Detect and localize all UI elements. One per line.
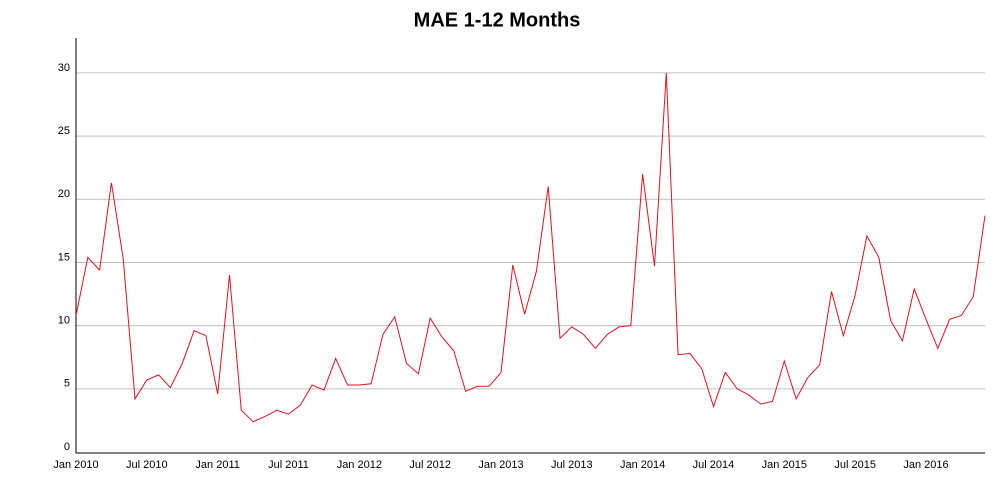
chart-title: MAE 1-12 Months	[414, 9, 581, 31]
x-tick-label: Jul 2015	[834, 459, 876, 471]
y-tick-label: 5	[64, 378, 70, 390]
x-tick-label: Jan 2016	[903, 459, 948, 471]
x-tick-label: Jan 2010	[53, 459, 98, 471]
x-tick-label: Jul 2013	[551, 459, 593, 471]
y-tick-label: 10	[58, 315, 70, 327]
x-tick-label: Jan 2013	[478, 459, 523, 471]
y-tick-label: 15	[58, 251, 70, 263]
line-series	[75, 72, 986, 423]
y-tick-label: 25	[58, 125, 70, 137]
x-tick-label: Jul 2014	[693, 459, 735, 471]
y-tick-label: 20	[58, 188, 70, 200]
x-tick-label: Jan 2012	[337, 459, 382, 471]
x-tick-label: Jul 2010	[126, 459, 168, 471]
x-tick-label: Jul 2012	[409, 459, 451, 471]
y-tick-label: 30	[58, 62, 70, 74]
x-tick-label: Jan 2014	[620, 459, 665, 471]
x-tick-label: Jul 2011	[268, 459, 309, 471]
x-tick-label: Jan 2015	[762, 459, 807, 471]
y-tick-label: 0	[64, 441, 70, 453]
x-tick-label: Jan 2011	[195, 459, 239, 471]
